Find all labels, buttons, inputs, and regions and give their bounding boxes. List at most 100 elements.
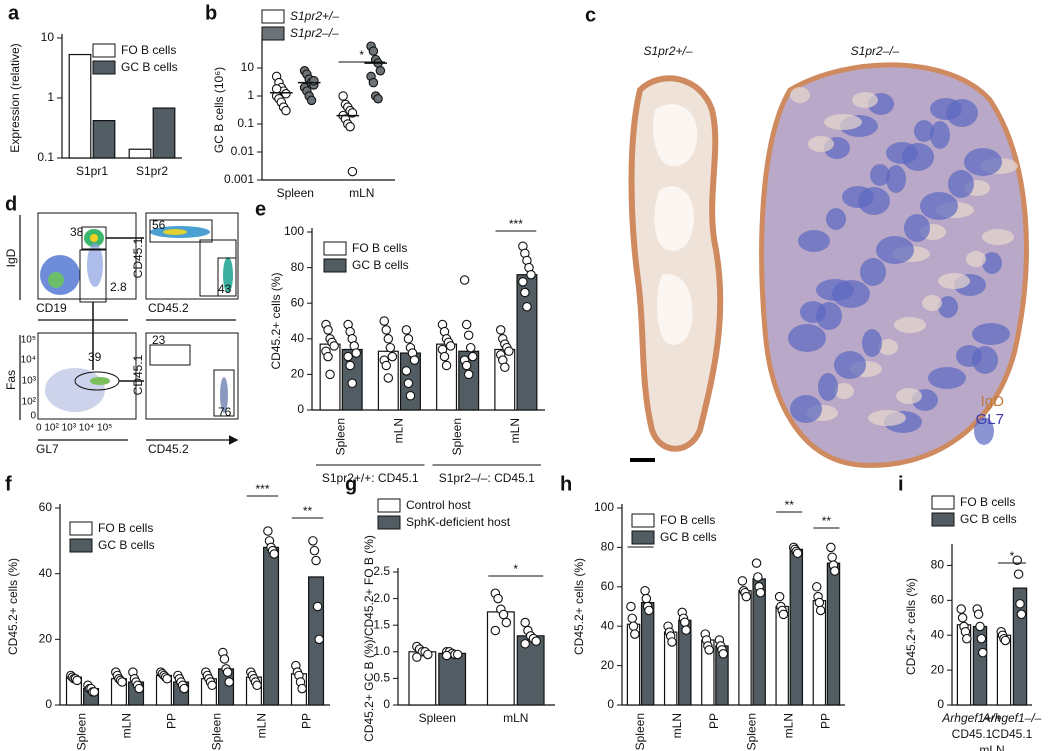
gc-patch xyxy=(922,295,942,311)
y-tick-label: 0 xyxy=(297,402,304,416)
gc-patch xyxy=(788,324,826,352)
tick-label: 10² xyxy=(22,397,37,408)
y-tick-label: 20 xyxy=(39,632,53,646)
gc-patch xyxy=(956,345,982,367)
cell-population xyxy=(90,234,98,242)
panel-label: i xyxy=(898,473,904,495)
y-tick-label: 80 xyxy=(931,558,945,572)
data-point xyxy=(962,633,972,644)
y-axis-label: CD45.2+ cells (%) xyxy=(572,558,586,655)
significance: * xyxy=(359,48,364,62)
gc-staining xyxy=(788,87,1018,445)
data-point xyxy=(401,366,412,376)
data-point xyxy=(626,601,636,612)
y-tick-label: 0.01 xyxy=(231,144,255,158)
cell-population xyxy=(45,368,105,412)
data-point xyxy=(219,654,230,664)
data-point xyxy=(375,65,386,76)
data-point xyxy=(383,373,394,383)
data-point xyxy=(792,548,803,559)
data-point xyxy=(306,95,317,106)
bar xyxy=(640,601,655,706)
x-tick-label: S1pr1 xyxy=(76,164,108,178)
gc-patch xyxy=(920,192,958,220)
x-tick-label: Spleen xyxy=(333,418,347,455)
data-point xyxy=(373,93,383,104)
legend-label: S1pr2–/– xyxy=(290,26,339,40)
data-point xyxy=(504,346,514,357)
flow-plot xyxy=(145,332,239,420)
data-point xyxy=(207,680,217,691)
gate xyxy=(149,219,213,243)
panel-label: b xyxy=(205,2,217,24)
data-point xyxy=(520,287,530,298)
y-tick-label: 0.001 xyxy=(224,172,254,186)
data-point xyxy=(423,649,433,660)
data-point xyxy=(351,348,362,358)
x-tick-label: mLN xyxy=(670,713,684,738)
data-point xyxy=(401,325,412,335)
data-point xyxy=(441,360,452,371)
y-tick-label: 40 xyxy=(601,618,615,632)
genotype-label: S1pr2+/– xyxy=(643,44,692,58)
gc-patch xyxy=(948,170,974,198)
gate-value: 56 xyxy=(152,218,166,232)
stain-legend: IgD xyxy=(981,393,1005,410)
panel-label: g xyxy=(345,473,357,495)
y-tick-label: 1 xyxy=(247,88,254,102)
data-point xyxy=(778,609,789,620)
data-point xyxy=(368,77,379,88)
data-point xyxy=(179,683,189,694)
gate-value: 23 xyxy=(152,333,166,347)
gate-value: 39 xyxy=(88,350,102,364)
data-point xyxy=(975,621,985,632)
data-point xyxy=(815,605,826,616)
data-point xyxy=(1015,599,1025,609)
data-point xyxy=(1016,609,1027,620)
gc-patch xyxy=(834,383,854,399)
y-tick-label: 40 xyxy=(931,627,945,641)
significance: * xyxy=(513,562,518,576)
tick-label: 0 10² 10³ 10⁴ 10⁵ xyxy=(36,423,112,434)
tick-label: 10³ xyxy=(22,376,37,387)
x-tick-label: mLN xyxy=(781,713,795,738)
y-tick-label: 60 xyxy=(931,593,945,607)
panel-label: h xyxy=(560,473,572,495)
group-label: S1pr2–/–: CD45.1 xyxy=(439,471,535,485)
bar xyxy=(128,148,152,159)
data-point xyxy=(134,683,144,694)
panel-label: e xyxy=(255,198,266,220)
gc-patch xyxy=(818,373,838,401)
x-sublabel: CD45.1 xyxy=(952,727,993,741)
data-point xyxy=(325,369,335,380)
data-point xyxy=(498,609,509,620)
legend-swatch xyxy=(631,530,655,545)
x-tick-label: Spleen xyxy=(210,713,224,750)
legend-swatch xyxy=(92,43,116,58)
data-point xyxy=(281,105,291,116)
legend-swatch xyxy=(69,538,93,553)
axis-label: IgD xyxy=(4,248,18,267)
gc-patch xyxy=(860,258,886,286)
legend-label: GC B cells xyxy=(660,530,717,544)
y-axis-label: Expression (relative) xyxy=(8,43,22,152)
y-tick-label: 0 xyxy=(45,697,52,711)
y-axis-label: CD45.2+ cells (%) xyxy=(269,272,283,369)
data-point xyxy=(520,639,530,649)
data-point xyxy=(630,629,640,639)
y-axis-label: CD45.2+ cells (%) xyxy=(904,578,918,675)
data-point xyxy=(452,649,463,660)
cell-population xyxy=(220,377,228,413)
gc-patch xyxy=(886,142,918,164)
axis-arrow xyxy=(19,215,236,440)
stain-legend: GL7 xyxy=(976,411,1004,428)
gate-value: 43 xyxy=(218,282,232,296)
data-point xyxy=(704,645,714,655)
axis-label: CD45.2 xyxy=(148,442,189,456)
data-point xyxy=(368,46,379,56)
gc-patch xyxy=(886,165,906,193)
bar xyxy=(486,611,515,706)
data-point xyxy=(465,342,476,353)
x-tick-label: Spleen xyxy=(633,713,647,750)
